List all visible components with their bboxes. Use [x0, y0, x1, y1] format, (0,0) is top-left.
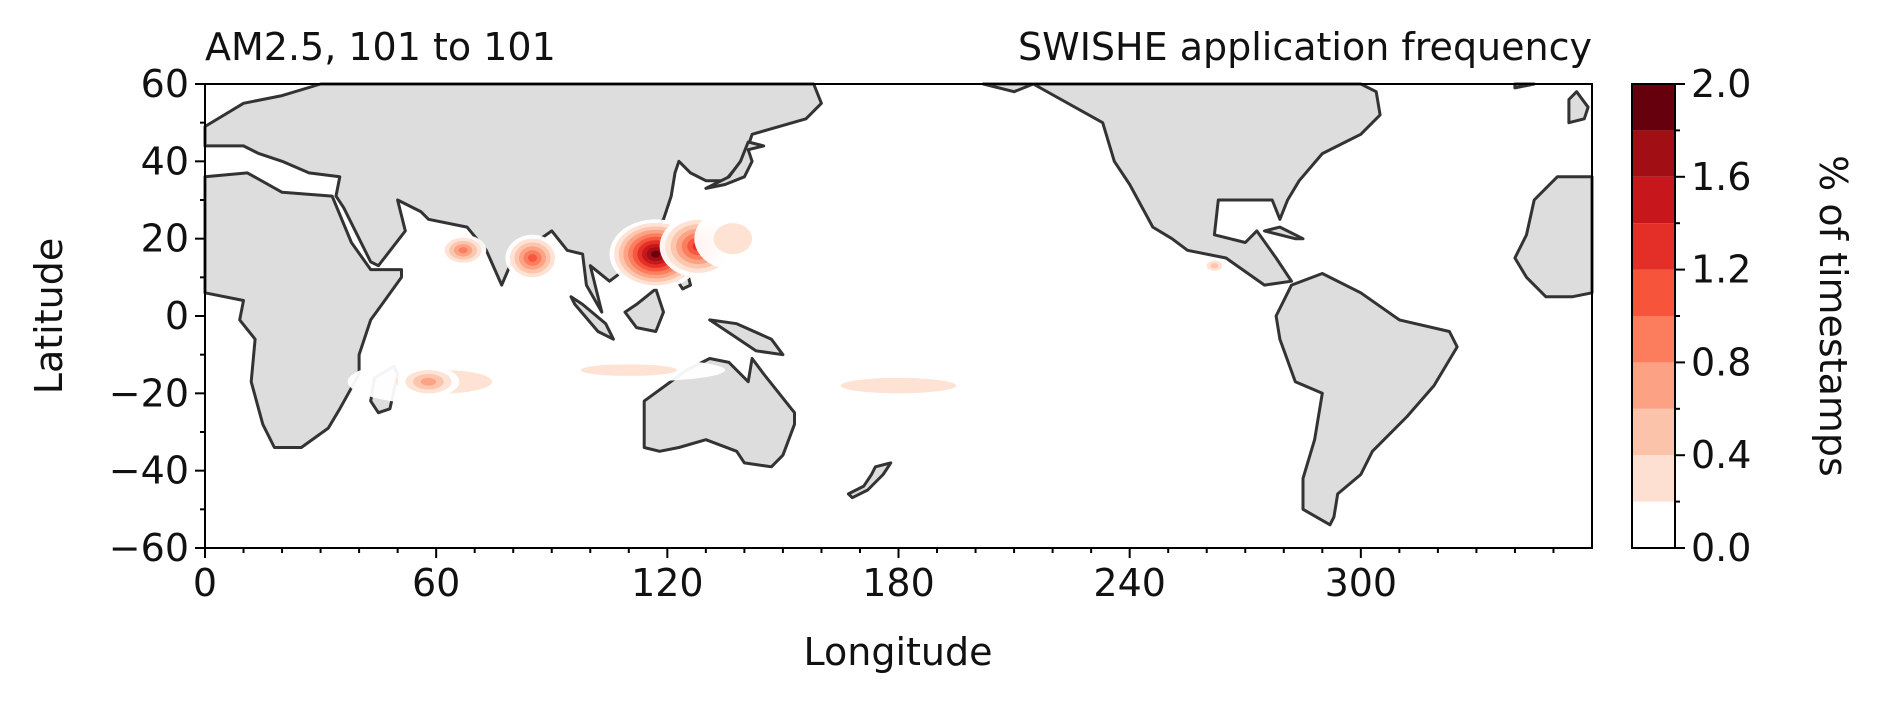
- colorbar-tick-label: 0.8: [1691, 340, 1751, 384]
- landmass-borneo: [623, 287, 665, 333]
- colorbar-segment: [1632, 362, 1675, 409]
- title-right: SWISHE application frequency: [1018, 25, 1592, 69]
- plot-area: [203, 82, 1594, 549]
- landmass-cuba: [1263, 225, 1305, 241]
- land-layer: [203, 82, 1594, 527]
- colorbar-segment: [1632, 408, 1675, 456]
- colorbar-tick-label: 0.0: [1691, 526, 1751, 570]
- frequency-region-9: [840, 377, 957, 394]
- colorbar-segment: [1632, 223, 1675, 270]
- colorbar-segment: [1632, 176, 1675, 224]
- colorbar-segment: [1632, 316, 1675, 363]
- landmass-sumatra: [569, 295, 615, 341]
- x-tick-label: 120: [631, 561, 704, 605]
- title-left: AM2.5, 101 to 101: [205, 25, 556, 69]
- x-tick-label: 60: [412, 561, 460, 605]
- frequency-region-7: [420, 377, 437, 386]
- x-tick-label: 240: [1093, 561, 1166, 605]
- frequency-region-8: [580, 364, 678, 376]
- colorbar-tick-label: 1.2: [1691, 248, 1751, 292]
- landmass-eurasia: [203, 82, 823, 314]
- landmass-north-america: [981, 82, 1382, 287]
- colorbar: 0.0 0.4 0.8 1.2 1.6 2.0: [1631, 62, 1751, 570]
- frequency-region-4: [713, 223, 753, 255]
- x-tick-label: 300: [1325, 561, 1398, 605]
- landmass-australia: [642, 357, 796, 469]
- y-tick-label: 20: [141, 217, 189, 261]
- frequency-region-5: [1210, 263, 1219, 269]
- colorbar-tick-label: 2.0: [1691, 62, 1751, 106]
- colorbar-tick-label: 0.4: [1691, 433, 1751, 477]
- landmass-japan: [704, 140, 766, 190]
- landmass-south-america: [1274, 272, 1459, 527]
- landmass-new-guinea: [708, 318, 785, 357]
- frequency-region-1: [527, 254, 537, 262]
- colorbar-segment: [1632, 269, 1675, 316]
- y-axis: 60 40 20 0 −20 −40 −60: [109, 62, 205, 570]
- y-tick-label: 60: [141, 62, 189, 106]
- colorbar-segment: [1632, 501, 1675, 548]
- x-axis-label: Longitude: [804, 630, 993, 674]
- colorbar-segment: [1632, 455, 1675, 502]
- colorbar-segment: [1632, 130, 1675, 177]
- landmass-nz: [846, 461, 893, 500]
- y-tick-label: 40: [141, 139, 189, 183]
- x-tick-label: 180: [862, 561, 935, 605]
- x-tick-label: 0: [193, 561, 217, 605]
- colorbar-tick-label: 1.6: [1691, 155, 1751, 199]
- landmass-britain: [1567, 90, 1590, 125]
- frequency-field: [347, 207, 1227, 405]
- frequency-region-0: [458, 247, 468, 254]
- y-tick-label: −20: [109, 371, 189, 415]
- colorbar-segment: [1632, 84, 1675, 131]
- y-tick-label: 0: [165, 294, 189, 338]
- y-axis-label: Latitude: [27, 238, 71, 394]
- frequency-region-2: [651, 250, 661, 258]
- colorbar-label: % of timestamps: [1811, 155, 1855, 477]
- y-tick-label: −40: [109, 449, 189, 493]
- y-tick-label: −60: [109, 526, 189, 570]
- x-axis: 0 60 120 180 240 300: [193, 548, 1555, 605]
